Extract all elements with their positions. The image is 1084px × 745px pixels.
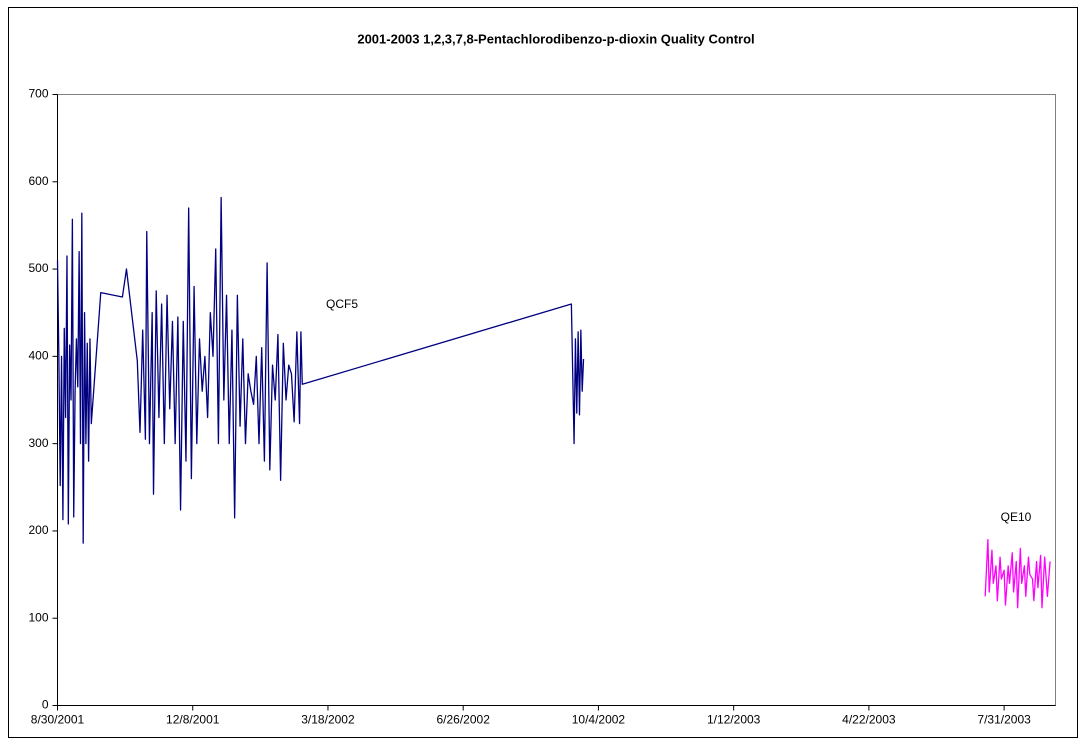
chart-title: 2001-2003 1,2,3,7,8-Pentachlorodibenzo-p… (357, 31, 754, 46)
y-tick-label: 0 (42, 698, 49, 712)
x-tick-label: 6/26/2002 (436, 713, 490, 727)
y-tick-label: 100 (28, 610, 48, 624)
x-tick-label: 12/8/2001 (166, 713, 220, 727)
y-tick-label: 700 (28, 87, 48, 101)
x-tick-label: 10/4/2002 (572, 713, 626, 727)
y-tick-label: 300 (28, 436, 48, 450)
x-tick-label: 4/22/2003 (842, 713, 896, 727)
y-tick-label: 600 (28, 174, 48, 188)
x-tick-label: 3/18/2002 (301, 713, 355, 727)
x-tick-label: 8/30/2001 (31, 713, 85, 727)
y-tick-label: 500 (28, 261, 48, 275)
series-label: QCF5 (326, 297, 358, 311)
y-tick-label: 200 (28, 523, 48, 537)
x-tick-label: 7/31/2003 (977, 713, 1031, 727)
x-tick-label: 1/12/2003 (707, 713, 761, 727)
series-label: QE10 (1001, 510, 1032, 524)
series-line (984, 539, 1051, 609)
y-tick-label: 400 (28, 349, 48, 363)
series-line (56, 196, 585, 544)
